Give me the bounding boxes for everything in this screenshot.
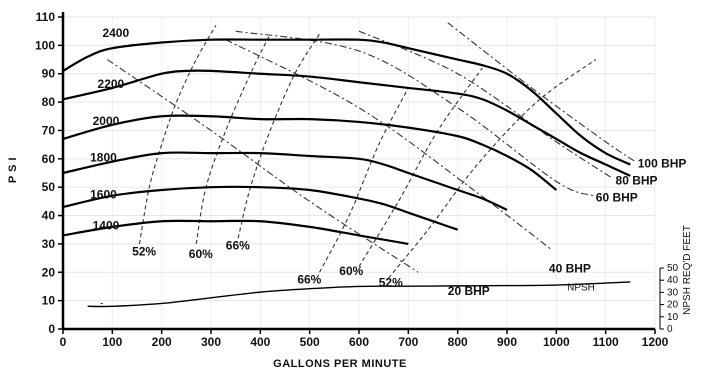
efficiency-line-label: 52% <box>379 275 403 289</box>
efficiency-line <box>388 59 597 279</box>
rpm-curve-label: 2000 <box>93 114 120 128</box>
rpm-curves <box>62 38 631 245</box>
efficiency-line-label: 60% <box>339 264 363 278</box>
x-tick-label: 700 <box>398 335 418 349</box>
y-tick-label: 80 <box>42 95 56 109</box>
x-tick-label: 300 <box>201 335 221 349</box>
rpm-curve <box>62 38 631 166</box>
curve-labels: 20 BHP 40 BHP 60 BHP 80 BHP 100 BHP 52% 60% 66%… <box>90 26 686 309</box>
rpm-curve <box>62 114 558 191</box>
y-tick-label: 40 <box>42 209 56 223</box>
y2-tick-label: 50 <box>667 263 679 274</box>
rpm-curve <box>62 69 631 177</box>
y2-tick-label: 0 <box>667 324 673 335</box>
x-tick-label: 1100 <box>593 335 619 349</box>
y2-tick-label: 30 <box>667 287 679 298</box>
y-tick-label: 70 <box>42 123 56 137</box>
rpm-curve <box>62 185 459 231</box>
y-tick-label: 50 <box>42 180 56 194</box>
x-tick-label: 900 <box>497 335 517 349</box>
efficiency-line-label: 52% <box>132 244 156 258</box>
bhp-line-label: 40 BHP <box>549 261 591 275</box>
bhp-line <box>235 30 594 197</box>
rpm-curve-label: 2400 <box>102 26 129 40</box>
y-tick-label: 20 <box>42 265 56 279</box>
efficiency-line <box>195 33 271 245</box>
rpm-curve <box>62 151 508 211</box>
x-tick-label: 100 <box>102 335 122 349</box>
efficiency-line-label: 66% <box>297 273 321 287</box>
y-tick-label: 110 <box>36 10 56 24</box>
x-tick-label: 800 <box>448 335 468 349</box>
x-tick-label: 600 <box>349 335 369 349</box>
rpm-curve-label: 1800 <box>90 151 117 165</box>
bhp-line <box>225 39 552 251</box>
bhp-line-label: 100 BHP <box>638 156 687 170</box>
y-tick-label: 10 <box>42 294 56 308</box>
stray-mark: - <box>100 298 103 309</box>
y2-tick-label: 10 <box>667 312 679 323</box>
efficiency-line <box>319 87 409 273</box>
bhp-line-label: 20 BHP <box>448 284 490 298</box>
y-tick-label: 30 <box>42 237 56 251</box>
rpm-curve-label: 1400 <box>93 219 120 233</box>
efficiency-line <box>237 33 321 239</box>
bhp-lines <box>107 22 636 273</box>
bhp-line <box>447 22 636 163</box>
x-tick-label: 200 <box>152 335 172 349</box>
x-axis-label: GALLONS PER MINUTE <box>273 358 407 370</box>
rpm-curve-label: 1600 <box>90 188 117 202</box>
y-axis-label: P S I <box>7 157 19 183</box>
y2-tick-label: 20 <box>667 300 679 311</box>
x-tick-label: 0 <box>60 335 67 349</box>
rpm-curve-label: 2200 <box>98 77 125 91</box>
y-tick-label: 0 <box>48 322 55 336</box>
efficiency-line-label: 60% <box>189 247 213 261</box>
bhp-line-label: 80 BHP <box>616 173 658 187</box>
bhp-line-label: 60 BHP <box>596 190 638 204</box>
x-tick-label: 400 <box>250 335 270 349</box>
x-tick-label: 1000 <box>543 335 570 349</box>
x-tick-label: 500 <box>300 335 320 349</box>
y-tick-label: 100 <box>35 38 55 52</box>
y-tick-label: 60 <box>42 152 56 166</box>
efficiency-line-label: 66% <box>226 239 250 253</box>
y-tick-label: 90 <box>42 67 56 81</box>
bhp-line <box>107 59 419 273</box>
efficiency-line <box>358 67 483 267</box>
efficiency-line <box>138 25 217 245</box>
y2-tick-label: 40 <box>667 275 679 286</box>
secondary-y-axis-label: NPSH REQ'D FEET <box>682 225 693 315</box>
npsh-curve-label: NPSH <box>567 283 595 294</box>
npsh-curve <box>87 281 631 308</box>
rpm-curve <box>62 219 409 245</box>
npsh-curve-group <box>87 281 631 308</box>
x-tick-label: 1200 <box>642 335 669 349</box>
